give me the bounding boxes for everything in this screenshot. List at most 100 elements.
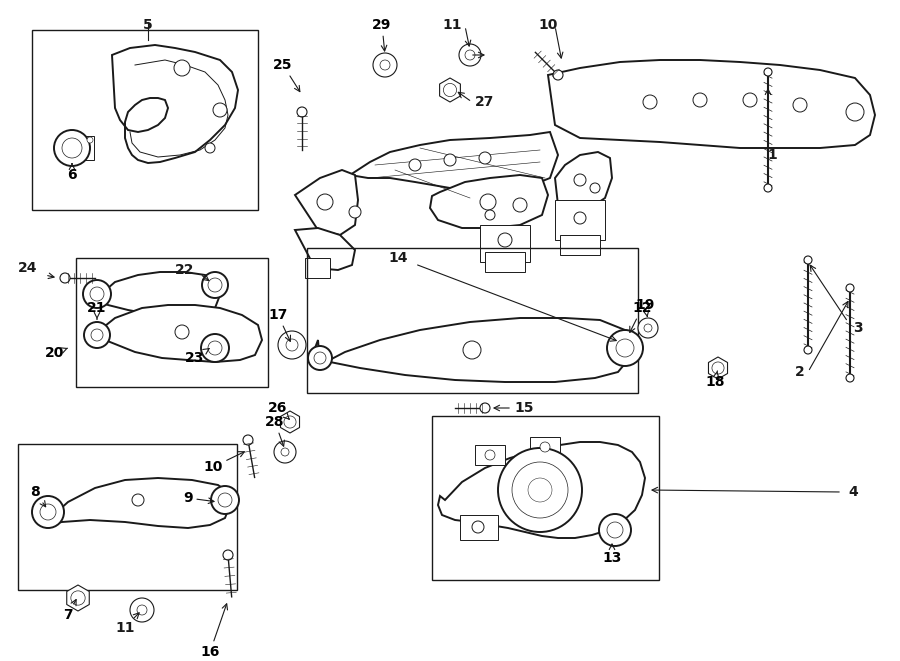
Circle shape — [223, 550, 233, 560]
Polygon shape — [295, 170, 358, 235]
Text: 2: 2 — [795, 365, 805, 379]
Polygon shape — [295, 228, 355, 270]
Circle shape — [284, 416, 296, 428]
Polygon shape — [315, 318, 632, 382]
Circle shape — [793, 98, 807, 112]
Circle shape — [513, 198, 527, 212]
Circle shape — [498, 233, 512, 247]
Circle shape — [62, 138, 82, 158]
Circle shape — [349, 206, 361, 218]
Polygon shape — [555, 152, 612, 210]
Circle shape — [846, 284, 854, 292]
Text: 5: 5 — [143, 18, 153, 32]
Circle shape — [130, 598, 154, 622]
Circle shape — [174, 60, 190, 76]
Circle shape — [804, 346, 812, 354]
Circle shape — [643, 95, 657, 109]
Circle shape — [201, 334, 229, 362]
Circle shape — [444, 83, 456, 97]
Circle shape — [479, 152, 491, 164]
Bar — [32, 30, 258, 210]
Circle shape — [463, 341, 481, 359]
Polygon shape — [350, 132, 558, 192]
Polygon shape — [67, 585, 89, 611]
Text: 13: 13 — [602, 544, 622, 565]
Text: 10: 10 — [538, 18, 558, 32]
Circle shape — [465, 50, 475, 60]
Text: 22: 22 — [176, 263, 194, 277]
Text: 11: 11 — [442, 18, 462, 32]
Circle shape — [638, 318, 658, 338]
Circle shape — [297, 107, 307, 117]
Circle shape — [693, 93, 707, 107]
Circle shape — [243, 435, 253, 445]
Circle shape — [308, 346, 332, 370]
Bar — [460, 515, 498, 540]
Circle shape — [512, 462, 568, 518]
Circle shape — [380, 60, 390, 70]
Circle shape — [644, 324, 652, 332]
Polygon shape — [548, 60, 875, 148]
Circle shape — [132, 494, 144, 506]
Circle shape — [528, 478, 552, 502]
Circle shape — [480, 403, 490, 413]
Circle shape — [314, 352, 326, 364]
Circle shape — [846, 374, 854, 382]
Polygon shape — [95, 272, 220, 316]
Circle shape — [712, 362, 724, 374]
Bar — [432, 416, 659, 580]
Circle shape — [444, 154, 456, 166]
Text: 29: 29 — [373, 18, 392, 51]
Text: 3: 3 — [853, 321, 863, 335]
Circle shape — [485, 210, 495, 220]
Polygon shape — [112, 45, 238, 163]
Circle shape — [211, 486, 239, 514]
Bar — [76, 258, 268, 387]
Bar — [560, 235, 600, 255]
Text: 1: 1 — [767, 148, 777, 162]
Bar — [485, 252, 525, 272]
Circle shape — [480, 194, 496, 210]
Circle shape — [599, 514, 631, 546]
Circle shape — [846, 103, 864, 121]
Text: 26: 26 — [268, 401, 289, 419]
Text: 28: 28 — [266, 415, 284, 446]
Text: 21: 21 — [87, 301, 107, 319]
Text: 25: 25 — [274, 58, 300, 92]
Circle shape — [205, 143, 215, 153]
Polygon shape — [95, 305, 262, 362]
Text: 18: 18 — [706, 371, 724, 389]
Circle shape — [373, 53, 397, 77]
Circle shape — [32, 496, 64, 528]
Circle shape — [540, 442, 550, 452]
Text: 6: 6 — [68, 164, 76, 182]
Circle shape — [137, 605, 147, 615]
Circle shape — [90, 287, 104, 301]
Circle shape — [804, 256, 812, 264]
Polygon shape — [438, 442, 645, 538]
Circle shape — [274, 441, 296, 463]
Circle shape — [616, 339, 634, 357]
Circle shape — [202, 272, 228, 298]
Circle shape — [743, 93, 757, 107]
Polygon shape — [708, 357, 727, 379]
Text: 4: 4 — [848, 485, 858, 499]
Text: 12: 12 — [630, 301, 652, 332]
Text: 20: 20 — [45, 346, 68, 360]
Text: 7: 7 — [63, 600, 76, 622]
Circle shape — [498, 448, 582, 532]
Circle shape — [218, 493, 232, 507]
Circle shape — [574, 174, 586, 186]
Text: 15: 15 — [514, 401, 534, 415]
Circle shape — [607, 522, 623, 538]
Circle shape — [208, 341, 222, 355]
Circle shape — [71, 591, 86, 605]
Circle shape — [317, 194, 333, 210]
Bar — [307, 248, 638, 393]
Circle shape — [764, 184, 772, 192]
Text: 16: 16 — [201, 603, 228, 659]
Polygon shape — [42, 478, 230, 528]
Circle shape — [409, 159, 421, 171]
Bar — [475, 445, 505, 465]
Text: 23: 23 — [185, 348, 209, 365]
